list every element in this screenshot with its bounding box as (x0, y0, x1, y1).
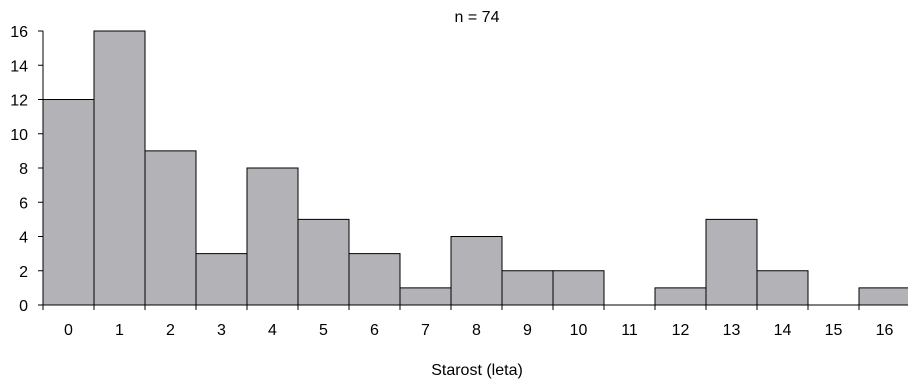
x-tick-label: 7 (421, 322, 430, 339)
x-tick-label: 9 (523, 322, 532, 339)
x-tick-label: 4 (268, 322, 277, 339)
y-tick-label: 6 (19, 195, 28, 212)
x-axis-title: Starost (leta) (431, 362, 523, 379)
bar-12 (654, 287, 707, 306)
y-tick-label: 2 (19, 264, 28, 281)
bar-7 (399, 287, 452, 306)
y-tick-label: 14 (10, 58, 28, 75)
x-tick-label: 6 (370, 322, 379, 339)
x-tick-label: 16 (876, 322, 894, 339)
x-tick-label: 0 (64, 322, 73, 339)
y-ticks-group: 0 2 4 6 8 10 12 14 16 (10, 24, 43, 315)
bar-9 (501, 270, 554, 306)
bar-4 (246, 167, 299, 306)
bar-0 (42, 99, 95, 306)
x-tick-label: 1 (115, 322, 124, 339)
bar-2 (144, 150, 197, 306)
x-tick-label: 13 (723, 322, 741, 339)
y-tick-label: 10 (10, 127, 28, 144)
bar-1 (93, 30, 146, 306)
bar-10 (552, 270, 605, 306)
bar-5 (297, 218, 350, 306)
bars-group (42, 30, 908, 306)
x-tick-label: 2 (166, 322, 175, 339)
bar-8 (450, 236, 503, 306)
x-tick-label: 14 (774, 322, 792, 339)
y-tick-label: 0 (19, 298, 28, 315)
y-tick-label: 4 (19, 230, 28, 247)
x-tick-label: 12 (672, 322, 690, 339)
sample-size-annotation: n = 74 (455, 9, 500, 26)
bar-16 (858, 287, 908, 306)
x-tick-label: 8 (472, 322, 481, 339)
x-tick-label: 5 (319, 322, 328, 339)
y-tick-label: 12 (10, 93, 28, 110)
x-tick-label: 3 (217, 322, 226, 339)
x-ticks-group: 0 1 2 3 4 5 6 7 8 9 10 11 12 13 14 15 16 (42, 305, 894, 339)
bar-6 (348, 253, 401, 306)
bar-14 (756, 270, 809, 306)
x-tick-label: 11 (621, 322, 638, 339)
y-tick-label: 8 (19, 161, 28, 178)
x-tick-label: 15 (825, 322, 843, 339)
y-tick-label: 16 (10, 24, 28, 41)
bar-13 (705, 218, 758, 306)
bar-3 (195, 253, 248, 306)
x-tick-label: 10 (570, 322, 588, 339)
